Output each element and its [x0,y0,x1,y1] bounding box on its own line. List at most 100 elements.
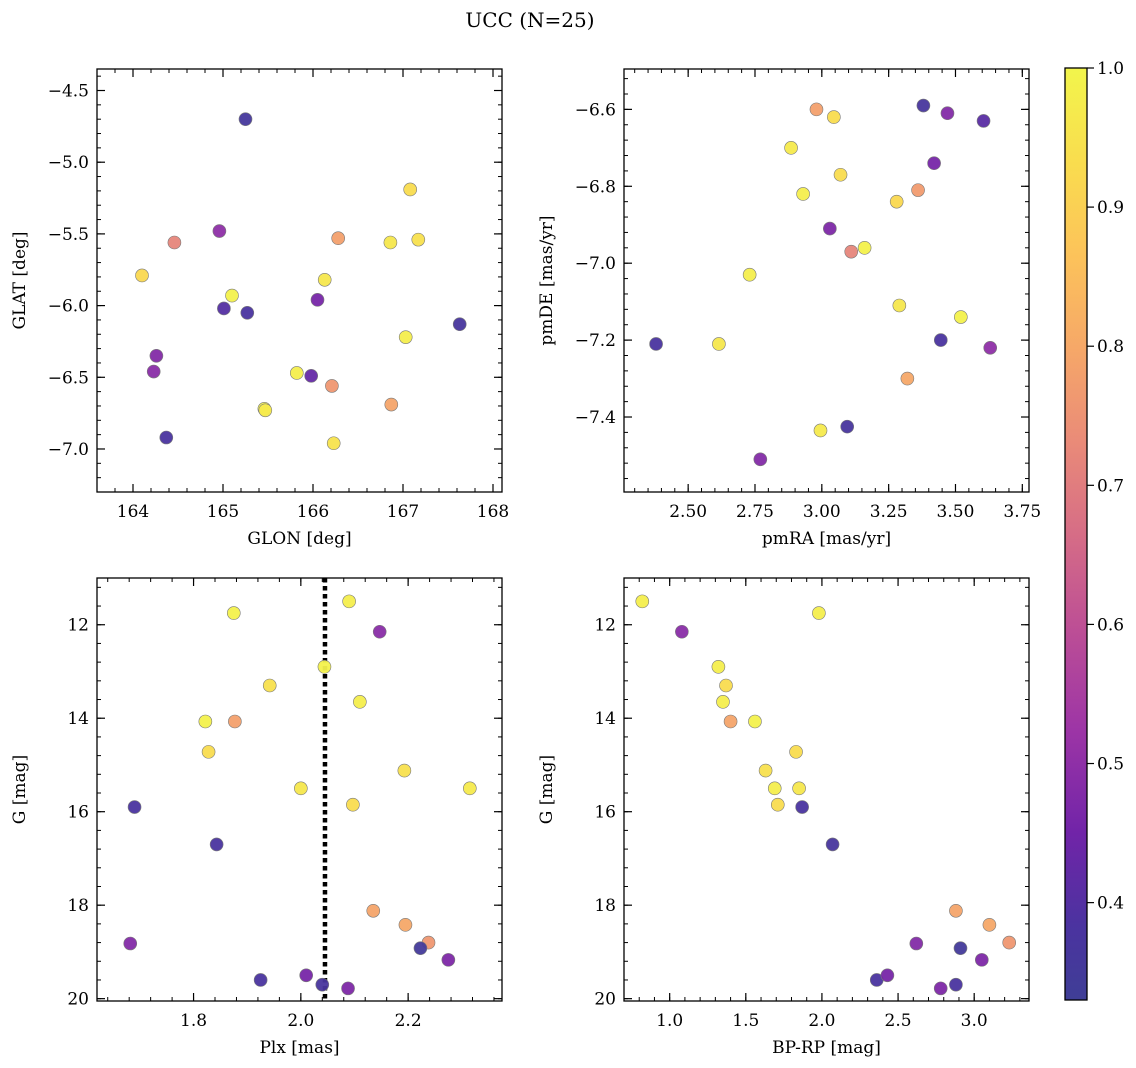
data-point [240,305,255,320]
data-point [844,244,859,259]
data-point [167,235,182,250]
data-point [403,182,418,197]
data-point [159,430,174,445]
colorbar-tick-label: 0.9 [1097,198,1124,218]
y-tick-label: 18 [67,896,89,916]
data-point [892,298,907,313]
data-point [916,98,931,113]
data-point [827,110,841,124]
data-point [398,330,413,344]
data-point [975,953,989,967]
data-point [933,981,948,996]
x-axis-label: pmRA [mas/yr] [762,529,891,549]
y-tick-label: 12 [67,616,89,636]
data-point [411,232,426,247]
data-point [767,781,782,796]
colorbar-gradient [1064,67,1088,1001]
data-point [880,968,895,983]
data-point [940,106,955,121]
data-point [716,695,730,709]
data-point [857,241,872,255]
x-tick-label: 1.8 [180,1011,207,1031]
x-tick-label: 2.75 [736,502,774,522]
figure-title: UCC (N=25) [465,8,594,32]
axes-frame [96,68,503,493]
colorbar-tick-label: 1.0 [1097,59,1124,79]
plot-area [97,69,502,492]
data-point [758,763,773,778]
data-point [813,423,828,438]
data-point [397,763,412,778]
x-tick-label: 3.75 [1003,502,1041,522]
y-tick-label: −6.8 [575,177,616,197]
data-point [949,903,963,918]
data-point [712,337,726,351]
data-point [889,194,904,209]
data-point [711,660,726,674]
data-point [796,187,810,201]
data-point [123,936,138,951]
data-point [833,167,848,182]
data-point [326,436,341,451]
data-point [372,624,387,639]
data-point [812,606,826,620]
axes-frame [623,577,1030,1002]
data-point [317,272,332,287]
data-point [315,977,330,992]
data-point [753,452,768,467]
data-point [304,369,319,383]
data-point [723,714,738,729]
y-tick-label: −7.0 [48,440,89,460]
y-axis-label: GLAT [deg] [10,231,30,329]
data-point [840,419,855,434]
colorbar-tick-label: 0.7 [1097,476,1124,496]
data-point [398,918,413,932]
x-axis-label: Plx [mas] [259,1038,339,1058]
x-tick-label: 2.50 [669,502,707,522]
x-tick-label: 3.50 [937,502,975,522]
colorbar: 0.4 0.5 0.6 0.7 0.8 0.9 1.0 [1064,59,1124,1001]
data-point [342,594,356,609]
data-point [225,288,239,303]
data-point [927,156,941,171]
data-point [792,781,806,796]
data-point [789,745,803,759]
data-point [463,781,477,796]
y-tick-label: −7.2 [575,331,616,351]
data-point [823,221,837,236]
data-point [954,310,968,324]
data-point [742,267,757,282]
x-tick-label: 168 [477,502,509,522]
y-tick-label: 16 [594,803,616,823]
data-point [911,183,925,197]
data-point [226,606,241,620]
data-point [719,678,733,693]
data-point [413,941,428,955]
data-point [770,797,785,812]
data-point [649,337,663,351]
y-tick-label: −7.0 [575,254,616,274]
data-point [635,594,650,609]
y-tick-label: 20 [594,990,616,1010]
data-point [976,114,991,128]
data-point [909,936,924,951]
colorbar-tick-label: 0.6 [1097,615,1124,635]
data-point [217,301,231,316]
x-tick-label: 1.0 [656,1011,683,1031]
data-point [198,714,213,729]
data-point [933,333,948,347]
axes-frame [96,577,503,1002]
panel-2: 2.50 2.75 3.00 3.25 3.50 3.75 −6.6 −6.8 −7.0 −7.2… [537,68,1041,549]
x-tick-label: 165 [207,502,239,522]
data-point [809,102,824,117]
data-point [253,973,268,987]
data-point [900,371,915,386]
data-point [675,624,689,639]
x-tick-label: 167 [387,502,419,522]
data-point [452,317,467,332]
y-tick-label: −6.0 [48,297,89,317]
x-tick-label: 2.0 [287,1011,314,1031]
y-tick-label: −7.4 [575,408,616,428]
panel-1: 164 165 166 167 168 −4.5 −5.0 −5.5 −6.0 −6.5 −7.0 G… [10,68,509,549]
